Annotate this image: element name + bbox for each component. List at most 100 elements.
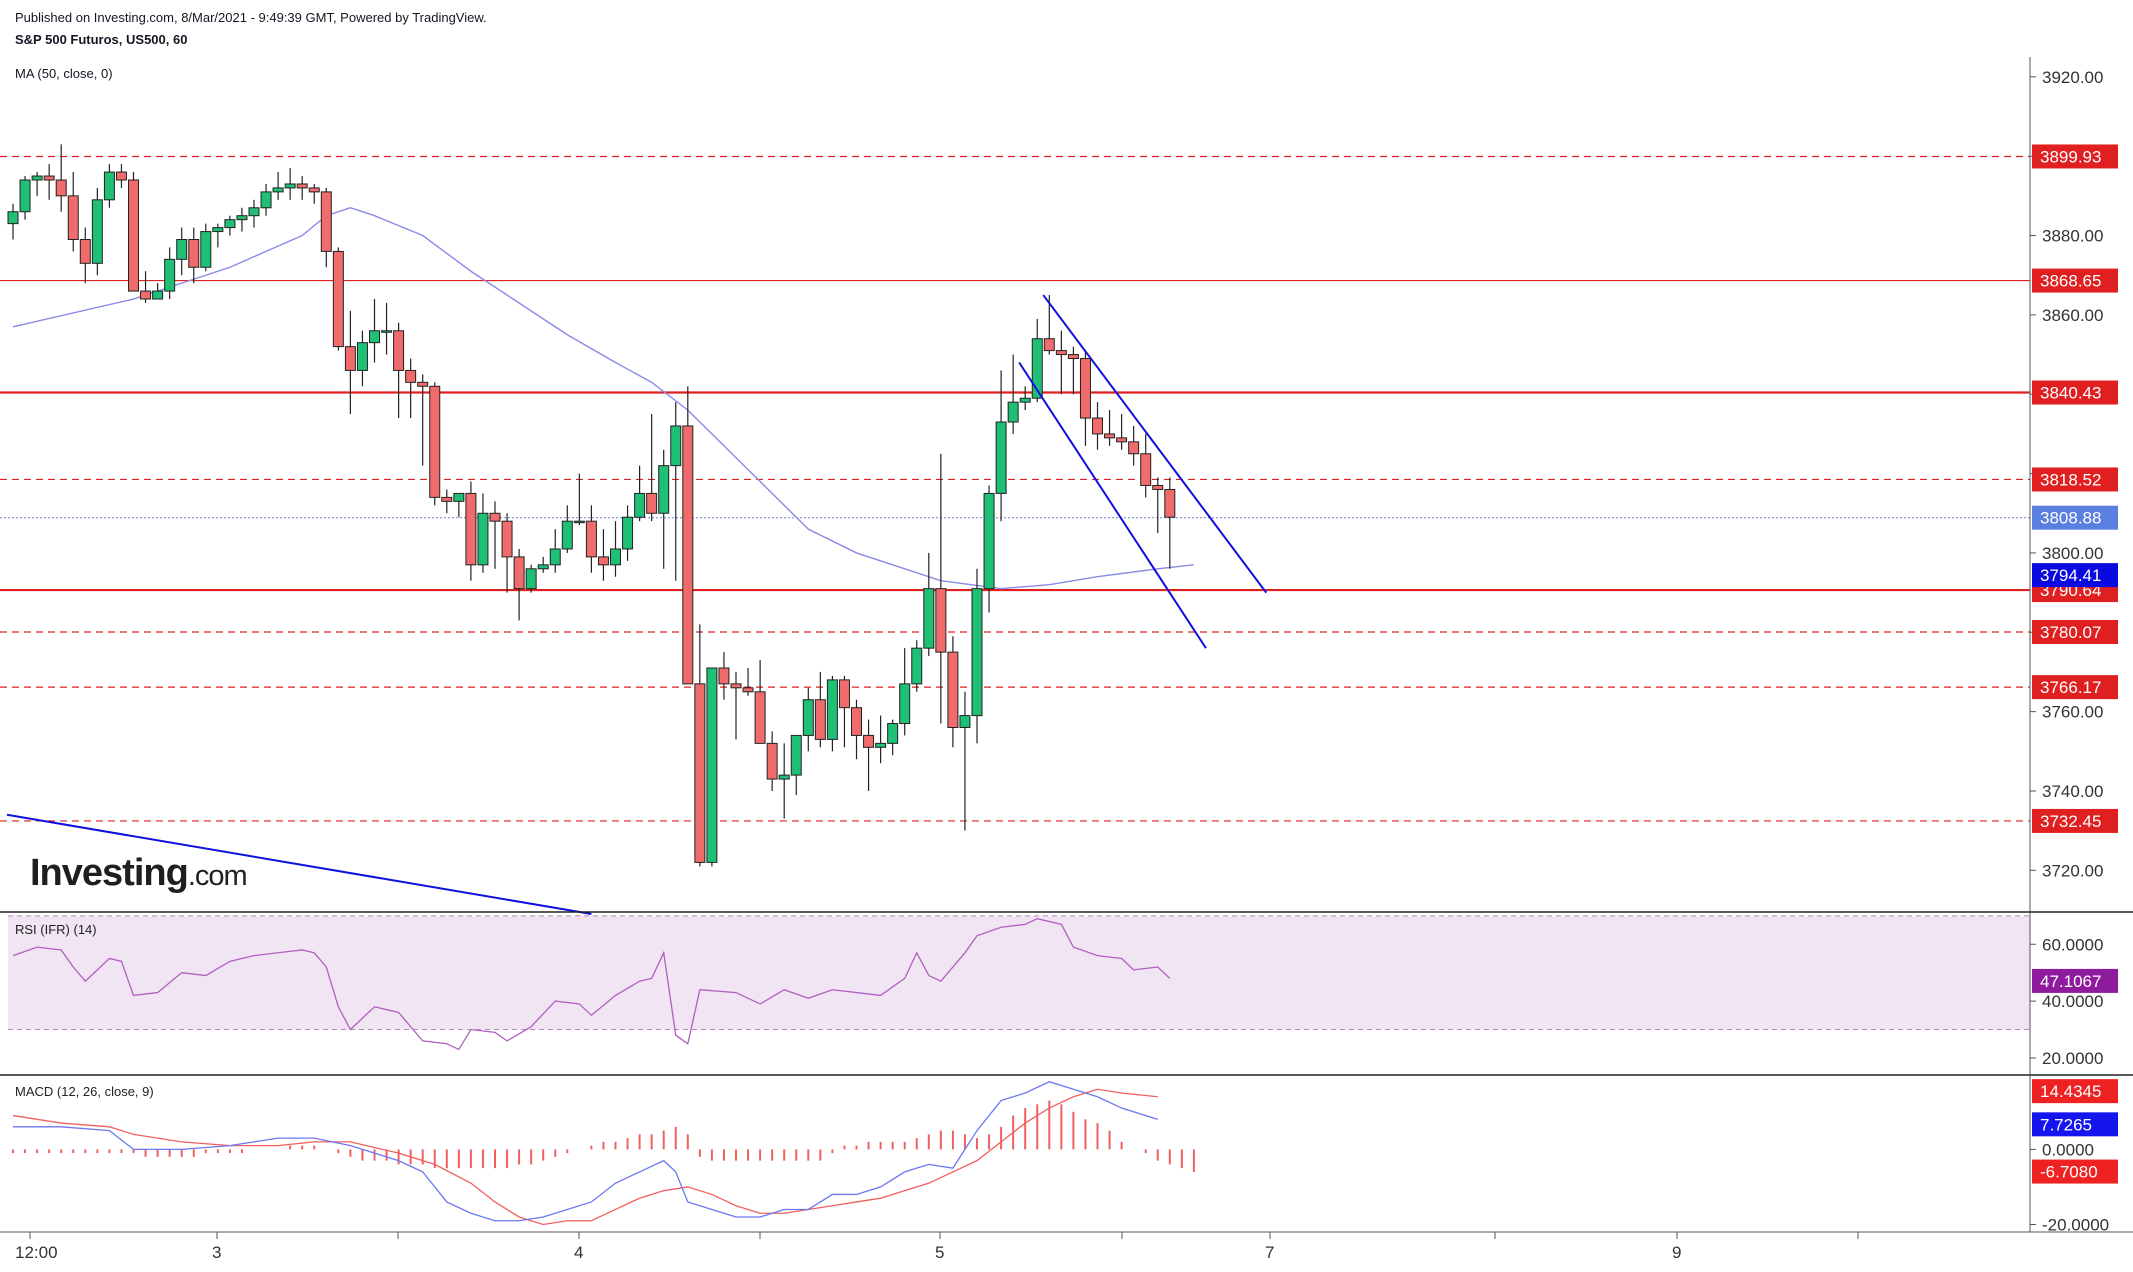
level-tag-bg <box>2032 467 2118 492</box>
bear-candle <box>947 651 959 728</box>
bear-candle <box>441 496 453 502</box>
bear-candle <box>308 187 320 193</box>
bull-candle <box>658 465 670 514</box>
bull-candle <box>826 679 838 740</box>
bear-candle <box>1104 433 1116 439</box>
y-tick-label: 3760.00 <box>2042 703 2103 722</box>
bull-candle <box>356 342 368 371</box>
bull-candle <box>875 742 887 748</box>
level-tag: 3840.43 <box>2040 384 2101 403</box>
bull-candle <box>152 290 164 300</box>
bull-candle <box>91 199 103 264</box>
y-tick-label: 60.0000 <box>2042 935 2103 954</box>
bear-candle <box>838 679 850 709</box>
bear-candle <box>115 171 127 181</box>
level-tag-bg <box>2032 675 2118 700</box>
last-price-tag: 3808.88 <box>2040 509 2101 528</box>
bull-candle <box>983 492 995 590</box>
bear-candle <box>646 492 658 514</box>
bear-candle <box>935 588 947 653</box>
bull-candle <box>610 548 621 566</box>
bull-candle <box>224 219 236 229</box>
bull-candle <box>1019 397 1031 403</box>
macd-title: MACD (12, 26, close, 9) <box>15 1084 154 1099</box>
axes: 3920.003900.003880.003860.003840.003820.… <box>0 57 2133 1262</box>
last-price-tag-bg <box>2032 505 2118 530</box>
y-tick-label: 0.0000 <box>2042 1140 2094 1159</box>
macd-line <box>13 1081 1158 1222</box>
bull-candle <box>899 683 911 725</box>
x-tick-label: 3 <box>212 1243 221 1262</box>
bear-candle <box>67 195 79 241</box>
investing-logo: Investing.com <box>30 852 248 895</box>
bull-candle <box>634 492 646 518</box>
bear-candle <box>489 512 501 522</box>
bear-candle <box>694 683 706 863</box>
level-tag: 3899.93 <box>2040 147 2101 166</box>
level-tag-bg <box>2032 268 2118 293</box>
bull-candle <box>1031 338 1043 399</box>
x-tick-label: 4 <box>574 1243 583 1262</box>
level-tag: 3766.17 <box>2040 678 2101 697</box>
bull-candle <box>887 723 899 744</box>
macd-signal-line <box>12 1088 1158 1226</box>
bear-candle <box>429 385 441 498</box>
x-tick-label: 9 <box>1672 1243 1681 1262</box>
bear-candle <box>1067 354 1079 360</box>
bull-candle <box>272 187 284 193</box>
y-tick-label: 3800.00 <box>2042 544 2103 563</box>
bull-candle <box>959 715 971 728</box>
trendline <box>1018 361 1207 649</box>
bear-candle <box>766 742 778 780</box>
y-tick-label: 3920.00 <box>2042 68 2103 87</box>
level-tag: 3868.65 <box>2040 272 2101 291</box>
bear-candle <box>754 691 766 744</box>
bull-candle <box>236 215 248 221</box>
trendline <box>1042 294 1268 594</box>
level-tag: 3732.45 <box>2040 812 2101 831</box>
y-tick-label: 20.0000 <box>2042 1049 2103 1068</box>
bear-candle <box>1043 338 1055 352</box>
bull-candle <box>477 512 489 566</box>
bear-candle <box>332 250 344 348</box>
bull-candle <box>706 667 718 863</box>
macd-hist-tag-bg <box>2032 1159 2118 1184</box>
level-tag: 3818.52 <box>2040 470 2101 489</box>
y-tick-label: 3720.00 <box>2042 861 2103 880</box>
bear-candle <box>1140 453 1152 486</box>
bear-candle <box>1164 488 1176 518</box>
bear-candle <box>128 179 139 292</box>
bear-candle <box>585 520 597 558</box>
bull-candle <box>212 227 224 233</box>
bull-candle <box>7 211 19 225</box>
logo-brand: Investing <box>30 852 189 894</box>
bear-candle <box>682 425 694 685</box>
bear-candle <box>1116 437 1128 443</box>
level-tag-bg <box>2032 144 2118 169</box>
x-tick-label: 7 <box>1265 1243 1274 1262</box>
x-tick-label: 12:00 <box>15 1243 58 1262</box>
bull-candle <box>802 699 814 736</box>
price-pane <box>0 144 2030 915</box>
bull-candle <box>381 330 393 333</box>
bull-candle <box>200 231 212 268</box>
bull-candle <box>971 588 983 717</box>
macd-signal-tag: 14.4345 <box>2040 1082 2101 1101</box>
macd-signal-tag-bg <box>2032 1079 2118 1104</box>
bull-candle <box>670 425 682 467</box>
bull-candle <box>103 171 115 201</box>
bull-candle <box>453 492 465 502</box>
rsi-pane <box>8 915 2030 1051</box>
bull-candle <box>19 179 31 213</box>
ma-value-tag: 3794.41 <box>2040 566 2101 585</box>
bull-candle <box>284 183 296 189</box>
bear-candle <box>513 556 525 590</box>
bear-candle <box>1152 484 1164 490</box>
bear-candle <box>465 492 477 566</box>
bear-candle <box>718 667 730 685</box>
bull-candle <box>369 330 380 344</box>
bear-candle <box>344 346 356 371</box>
ma-legend: MA (50, close, 0) <box>15 66 113 81</box>
level-tag-bg <box>2032 620 2118 645</box>
